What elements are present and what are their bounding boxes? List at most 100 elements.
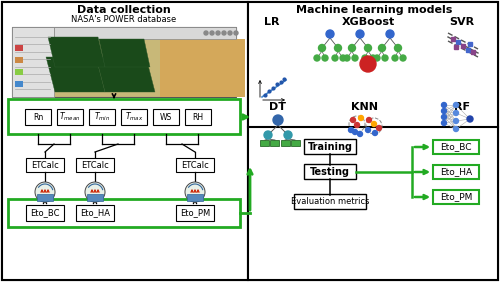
Circle shape xyxy=(467,116,473,122)
FancyBboxPatch shape xyxy=(15,69,23,75)
Circle shape xyxy=(454,111,458,116)
Text: DT: DT xyxy=(270,102,286,112)
Circle shape xyxy=(358,131,362,136)
Circle shape xyxy=(378,45,386,52)
FancyBboxPatch shape xyxy=(433,140,479,154)
Text: ETCalc: ETCalc xyxy=(81,160,109,169)
FancyBboxPatch shape xyxy=(26,158,64,172)
Text: NASA's POWER database: NASA's POWER database xyxy=(72,16,176,25)
Circle shape xyxy=(400,55,406,61)
FancyBboxPatch shape xyxy=(153,109,179,125)
Circle shape xyxy=(382,55,388,61)
Circle shape xyxy=(273,115,283,125)
Circle shape xyxy=(356,30,364,38)
FancyBboxPatch shape xyxy=(12,27,236,97)
Circle shape xyxy=(340,55,346,61)
Text: Machine learning models: Machine learning models xyxy=(296,5,452,15)
FancyBboxPatch shape xyxy=(176,158,214,172)
FancyBboxPatch shape xyxy=(433,190,479,204)
FancyBboxPatch shape xyxy=(248,2,498,280)
FancyBboxPatch shape xyxy=(37,194,53,201)
FancyBboxPatch shape xyxy=(2,2,248,280)
FancyBboxPatch shape xyxy=(121,109,147,125)
FancyBboxPatch shape xyxy=(291,140,300,146)
Circle shape xyxy=(85,182,105,202)
Text: Rn: Rn xyxy=(33,113,43,122)
FancyBboxPatch shape xyxy=(187,194,203,201)
FancyBboxPatch shape xyxy=(433,165,479,179)
Circle shape xyxy=(442,120,446,125)
Circle shape xyxy=(210,31,214,35)
Text: RF: RF xyxy=(454,102,470,112)
Circle shape xyxy=(442,109,446,113)
Circle shape xyxy=(372,131,378,135)
Text: Eto_HA: Eto_HA xyxy=(80,208,110,217)
Circle shape xyxy=(334,45,342,52)
Text: WS: WS xyxy=(160,113,172,122)
Text: Eto_PM: Eto_PM xyxy=(180,208,210,217)
FancyBboxPatch shape xyxy=(176,205,214,221)
Circle shape xyxy=(354,122,360,127)
Circle shape xyxy=(264,131,272,139)
Text: $T_{max}$: $T_{max}$ xyxy=(125,111,143,123)
Circle shape xyxy=(454,118,458,124)
Circle shape xyxy=(394,45,402,52)
Circle shape xyxy=(318,45,326,52)
Circle shape xyxy=(386,30,394,38)
Circle shape xyxy=(360,56,376,72)
Circle shape xyxy=(35,182,55,202)
Circle shape xyxy=(348,45,356,52)
Circle shape xyxy=(362,55,368,61)
Circle shape xyxy=(392,55,398,61)
FancyBboxPatch shape xyxy=(8,99,240,134)
FancyBboxPatch shape xyxy=(54,27,236,39)
Circle shape xyxy=(442,102,446,107)
Circle shape xyxy=(228,31,232,35)
Polygon shape xyxy=(96,57,155,92)
Polygon shape xyxy=(99,39,150,67)
FancyBboxPatch shape xyxy=(57,109,83,125)
FancyBboxPatch shape xyxy=(294,194,366,209)
Circle shape xyxy=(366,127,370,133)
FancyBboxPatch shape xyxy=(89,109,115,125)
Circle shape xyxy=(326,30,334,38)
Circle shape xyxy=(314,55,320,61)
Text: Eto_BC: Eto_BC xyxy=(440,142,472,151)
Circle shape xyxy=(352,55,358,61)
FancyBboxPatch shape xyxy=(160,39,245,97)
Text: LR: LR xyxy=(264,17,280,27)
FancyBboxPatch shape xyxy=(2,2,498,280)
Text: Testing: Testing xyxy=(310,167,350,177)
FancyBboxPatch shape xyxy=(25,109,51,125)
Circle shape xyxy=(370,55,376,61)
Text: Eto_PM: Eto_PM xyxy=(440,193,472,202)
Circle shape xyxy=(350,118,356,122)
FancyBboxPatch shape xyxy=(270,140,279,146)
FancyBboxPatch shape xyxy=(15,81,23,87)
Text: KNN: KNN xyxy=(352,102,378,112)
Circle shape xyxy=(376,125,382,131)
Circle shape xyxy=(222,31,226,35)
Text: RH: RH xyxy=(192,113,203,122)
Circle shape xyxy=(374,55,380,61)
Text: Training: Training xyxy=(308,142,352,152)
Circle shape xyxy=(352,129,358,135)
Circle shape xyxy=(358,116,364,120)
FancyBboxPatch shape xyxy=(15,45,23,51)
Text: ETCalc: ETCalc xyxy=(181,160,209,169)
Circle shape xyxy=(216,31,220,35)
Circle shape xyxy=(322,55,328,61)
FancyBboxPatch shape xyxy=(281,140,290,146)
FancyBboxPatch shape xyxy=(260,140,269,146)
Text: Evaluation metrics: Evaluation metrics xyxy=(291,197,369,206)
Circle shape xyxy=(364,45,372,52)
Circle shape xyxy=(366,118,372,122)
FancyBboxPatch shape xyxy=(185,109,211,125)
FancyBboxPatch shape xyxy=(87,194,103,201)
FancyBboxPatch shape xyxy=(15,57,23,63)
Circle shape xyxy=(442,114,446,120)
Polygon shape xyxy=(48,37,105,67)
Circle shape xyxy=(454,102,458,107)
Circle shape xyxy=(234,31,238,35)
Circle shape xyxy=(185,182,205,202)
